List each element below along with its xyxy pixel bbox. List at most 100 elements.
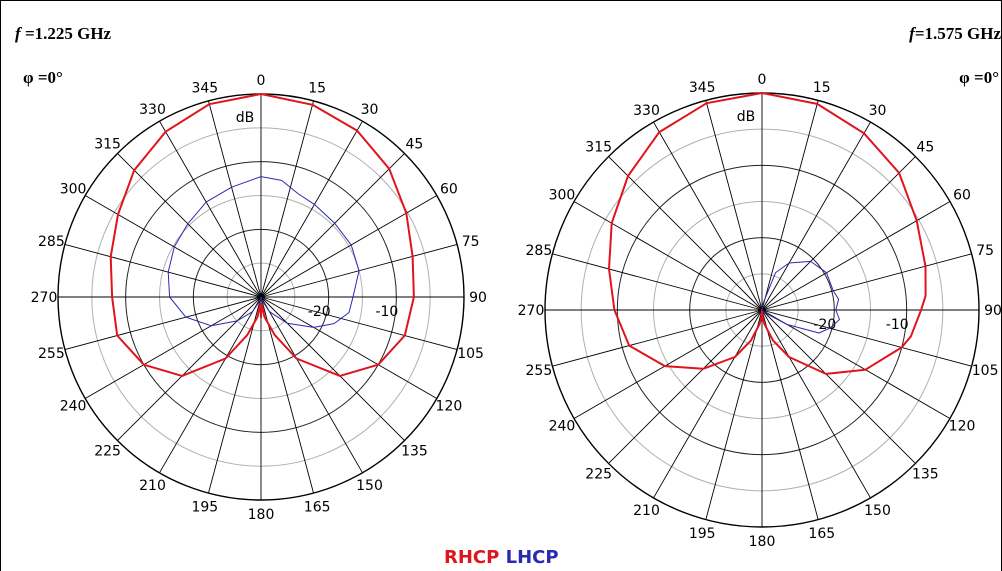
grid-spoke <box>159 296 262 474</box>
grid-spoke <box>761 309 972 367</box>
grid-spoke <box>705 309 763 520</box>
grid-spoke <box>260 296 405 441</box>
grid-spoke <box>208 100 262 298</box>
grid-spoke <box>260 296 363 474</box>
grid-spoke <box>608 309 763 464</box>
angle-tick-label: 150 <box>864 503 891 519</box>
frequency-prefix-right: f= <box>909 24 924 43</box>
angle-tick-label: 195 <box>689 526 716 542</box>
angle-tick-label: 60 <box>440 182 458 198</box>
angle-tick-label: 75 <box>462 234 480 250</box>
angle-tick-label: 135 <box>401 443 428 459</box>
polar-plot-left: 0 15 30 45 60 75 90 105 120 135 150 165 180 195 210 225… <box>31 73 487 523</box>
phi-label-left: φ =0° <box>23 68 63 87</box>
series-rhcp-line <box>608 92 927 375</box>
grid-spoke <box>761 100 819 311</box>
angle-tick-label: 165 <box>808 526 835 542</box>
grid-spoke <box>84 195 262 298</box>
angle-tick-label: 285 <box>38 234 65 250</box>
grid-spoke <box>260 296 314 494</box>
angle-tick-label: 120 <box>949 419 976 435</box>
grid-spoke <box>761 156 916 311</box>
radial-tick-label: -10 <box>886 317 909 333</box>
angle-tick-label: 345 <box>689 80 716 96</box>
angle-tick-label: 300 <box>549 188 576 204</box>
angle-tick-label: 180 <box>749 534 776 550</box>
grid-spoke <box>64 296 262 350</box>
grid-spoke <box>159 120 262 298</box>
legend-rhcp: RHCP <box>444 547 499 568</box>
angle-tick-label: 45 <box>406 137 424 153</box>
grid-spoke <box>573 201 763 311</box>
angle-tick-label: 30 <box>869 103 887 119</box>
grid-spoke <box>705 100 763 311</box>
angle-tick-label: 105 <box>457 346 484 362</box>
angle-tick-label: 165 <box>304 500 331 516</box>
angle-tick-label: 150 <box>356 478 383 494</box>
polar-plot-right: 0 15 30 45 60 75 90 105 120 135 150 165 180 195 210 225… <box>518 72 1002 550</box>
angle-tick-label: 270 <box>31 290 58 306</box>
legend-lhcp: LHCP <box>506 547 559 568</box>
frequency-value-right: 1.575 GHz <box>925 24 1002 43</box>
grid-spoke <box>653 309 763 499</box>
grid-spoke <box>653 121 763 311</box>
angle-tick-label: 240 <box>549 419 576 435</box>
frequency-label-right: f=1.575 GHz <box>909 24 1001 43</box>
angle-tick-label: 135 <box>912 466 939 482</box>
grid-spoke <box>761 309 871 499</box>
grid-spoke <box>761 309 819 520</box>
angle-tick-label: 15 <box>308 80 326 96</box>
angle-tick-label: 210 <box>139 478 166 494</box>
angle-tick-label: 330 <box>139 102 166 118</box>
grid-spoke <box>208 296 262 494</box>
grid-spoke <box>117 153 262 298</box>
angle-tick-label: 345 <box>191 80 218 96</box>
angle-tick-label: 0 <box>758 72 767 88</box>
angle-tick-label: 225 <box>585 466 612 482</box>
angle-tick-label: 0 <box>257 73 266 89</box>
radial-tick-label: -20 <box>813 317 836 333</box>
grid-spoke <box>260 120 363 298</box>
grid-spoke <box>260 296 458 350</box>
grid-spoke <box>260 100 314 298</box>
angle-tick-label: 270 <box>518 303 545 319</box>
angle-tick-label: 315 <box>585 140 612 156</box>
angle-tick-label: 90 <box>469 290 487 306</box>
angle-tick-label: 60 <box>953 188 971 204</box>
grid-spoke <box>64 244 262 298</box>
angle-tick-label: 240 <box>60 399 87 415</box>
grid-spoke <box>761 253 972 311</box>
grid-spoke <box>761 201 951 311</box>
grid-spoke <box>84 296 262 399</box>
grid-spoke <box>761 121 871 311</box>
radial-tick-label: -20 <box>308 304 331 320</box>
phi-label-right: φ =0° <box>959 68 999 87</box>
angle-tick-label: 90 <box>984 303 1002 319</box>
angle-tick-label: 30 <box>361 102 379 118</box>
angle-tick-label: 315 <box>94 137 121 153</box>
grid-spoke <box>260 195 438 298</box>
angle-tick-label: 15 <box>813 80 831 96</box>
grid-spoke <box>761 309 951 419</box>
legend: RHCP LHCP <box>444 547 559 568</box>
frequency-prefix-left: f = <box>15 24 35 43</box>
angle-tick-label: 45 <box>916 140 934 156</box>
radial-tick-label: -10 <box>375 304 398 320</box>
grid-spoke <box>573 309 763 419</box>
angle-tick-label: 255 <box>38 346 65 362</box>
angle-tick-label: 255 <box>526 363 553 379</box>
grid-spoke <box>608 156 763 311</box>
angle-tick-label: 210 <box>633 503 660 519</box>
angle-tick-label: 105 <box>972 363 999 379</box>
frequency-value-left: 1.225 GHz <box>35 24 112 43</box>
angle-tick-label: 300 <box>60 182 87 198</box>
unit-label: dB <box>737 109 756 125</box>
series-lhcp-line <box>167 176 360 328</box>
series-rhcp-line <box>109 93 415 377</box>
frequency-label-left: f =1.225 GHz <box>15 24 112 43</box>
grid-spoke <box>552 253 763 311</box>
angle-tick-label: 330 <box>633 103 660 119</box>
angle-tick-label: 180 <box>248 507 275 523</box>
